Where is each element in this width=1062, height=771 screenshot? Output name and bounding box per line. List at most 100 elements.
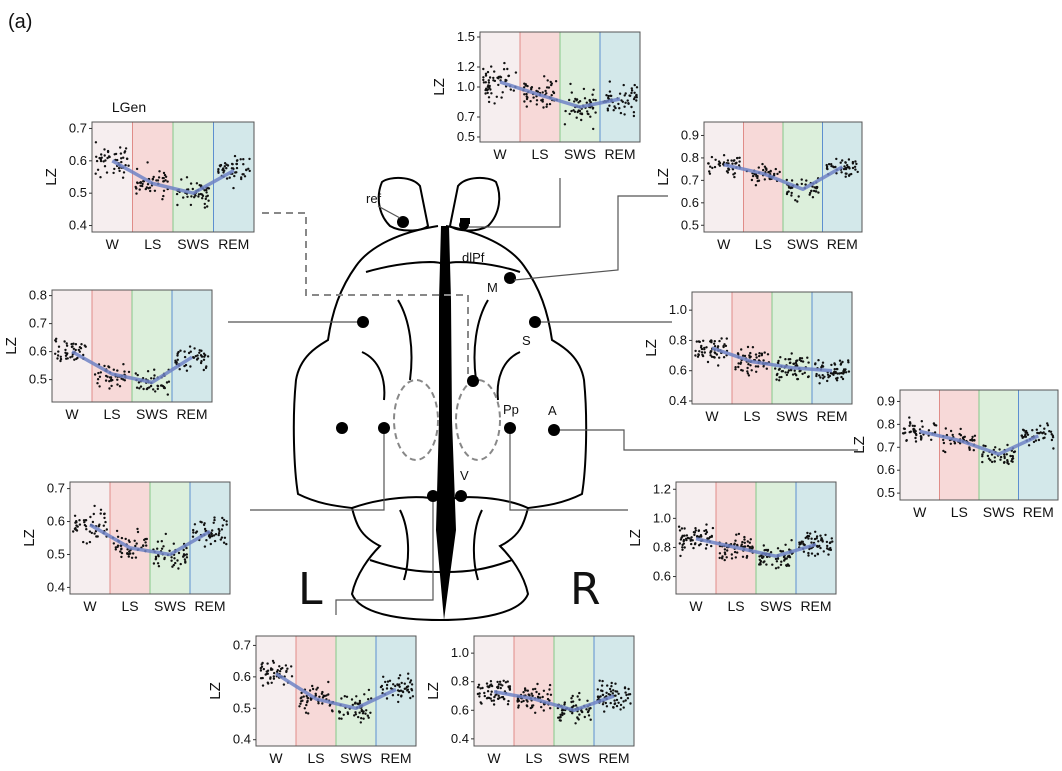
point: [757, 166, 760, 169]
point: [488, 84, 491, 88]
point: [951, 433, 954, 437]
point: [116, 158, 119, 162]
region-label-pp: Pp: [503, 402, 519, 417]
point: [690, 538, 693, 541]
point: [203, 527, 207, 531]
point: [1046, 422, 1049, 425]
chart-m: 0.9 0.8 0.7 0.6 0.5 LZ W LS SWS REM: [655, 121, 863, 252]
point: [807, 551, 810, 555]
brain-outline: [292, 176, 588, 622]
point: [703, 346, 706, 350]
point: [697, 353, 700, 356]
point: [1052, 447, 1055, 450]
point: [398, 674, 402, 677]
point: [80, 343, 83, 346]
point: [738, 160, 741, 163]
point: [487, 79, 490, 82]
point: [214, 533, 218, 536]
point: [64, 351, 67, 354]
point: [775, 378, 778, 381]
point: [710, 339, 713, 343]
point: [578, 109, 582, 113]
point: [632, 114, 636, 118]
band-rem: [171, 289, 213, 403]
ytick-label: 1.0: [669, 302, 687, 317]
point: [407, 691, 411, 694]
point: [506, 67, 509, 71]
point: [517, 704, 520, 707]
point: [564, 109, 567, 113]
point: [724, 553, 727, 556]
point: [718, 339, 721, 343]
point: [550, 94, 553, 97]
point: [146, 370, 150, 373]
point: [830, 363, 833, 367]
band-sws: [553, 635, 595, 747]
point: [103, 364, 106, 368]
point: [835, 172, 838, 175]
point: [163, 173, 167, 177]
point: [587, 714, 591, 717]
category-label-sws: SWS: [340, 750, 372, 766]
point: [152, 562, 156, 565]
point: [559, 713, 562, 716]
point: [538, 87, 541, 90]
point: [1037, 432, 1041, 435]
point: [365, 709, 368, 712]
point: [127, 164, 130, 167]
point: [811, 196, 815, 199]
point: [850, 172, 853, 176]
point: [585, 101, 588, 104]
point: [927, 429, 931, 432]
point: [1050, 433, 1053, 436]
point: [506, 680, 509, 683]
point: [618, 92, 622, 95]
point: [761, 162, 764, 166]
point: [120, 157, 123, 160]
point: [354, 713, 358, 716]
point: [813, 554, 817, 557]
point: [707, 162, 710, 165]
point: [71, 355, 74, 358]
point: [741, 540, 744, 544]
point: [528, 694, 531, 697]
point: [681, 534, 684, 537]
point: [825, 163, 828, 167]
point: [606, 684, 609, 687]
point: [307, 712, 310, 715]
point: [622, 700, 625, 703]
point: [108, 376, 112, 379]
point: [626, 99, 629, 102]
point: [409, 679, 413, 682]
point: [149, 384, 153, 388]
category-label-w: W: [717, 236, 731, 252]
point: [196, 357, 200, 360]
point: [780, 370, 783, 373]
point: [76, 356, 79, 360]
point: [346, 711, 349, 714]
point: [504, 681, 508, 684]
point: [187, 351, 191, 355]
point: [784, 371, 787, 374]
point: [930, 438, 933, 441]
point: [696, 355, 700, 358]
point: [273, 671, 276, 675]
point: [821, 361, 825, 364]
point: [66, 357, 69, 360]
point: [93, 532, 96, 535]
point: [703, 529, 706, 533]
category-label-ls: LS: [755, 236, 772, 252]
point: [786, 371, 790, 374]
point: [586, 112, 589, 116]
point: [608, 104, 611, 107]
point: [743, 535, 746, 539]
point: [179, 349, 182, 352]
point: [619, 708, 622, 711]
point: [746, 366, 749, 370]
point: [734, 556, 737, 559]
point: [407, 672, 410, 675]
point: [731, 162, 734, 165]
lgen-location-right: [455, 379, 501, 461]
point: [84, 519, 88, 522]
point: [162, 189, 166, 192]
